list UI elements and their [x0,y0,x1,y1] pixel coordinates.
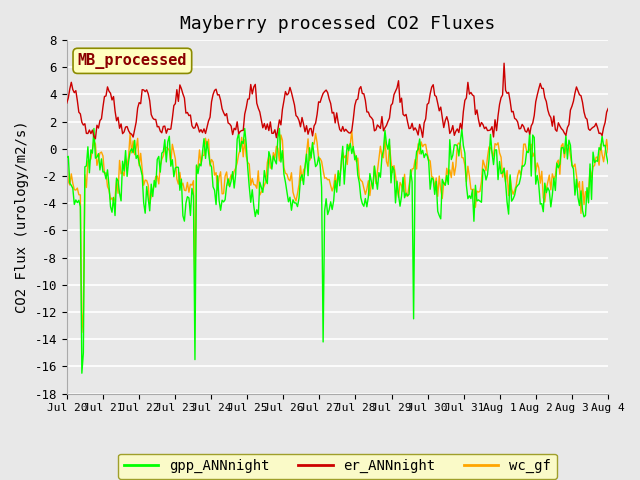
Y-axis label: CO2 Flux (urology/m2/s): CO2 Flux (urology/m2/s) [15,120,29,313]
Legend: gpp_ANNnight, er_ANNnight, wc_gf: gpp_ANNnight, er_ANNnight, wc_gf [118,454,557,479]
Text: MB_processed: MB_processed [77,53,187,69]
Title: Mayberry processed CO2 Fluxes: Mayberry processed CO2 Fluxes [180,15,495,33]
